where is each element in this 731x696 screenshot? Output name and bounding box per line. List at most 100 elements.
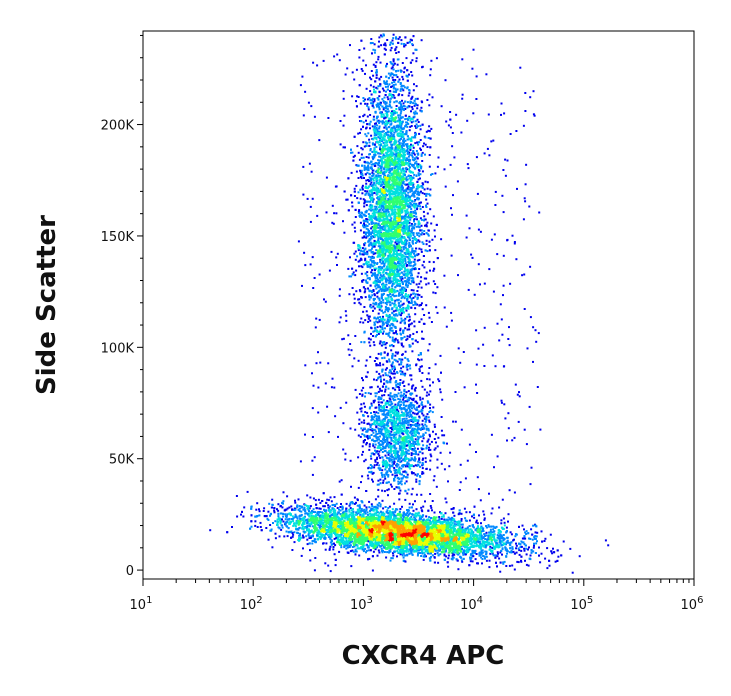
data-point (380, 288, 383, 291)
data-point (388, 103, 391, 106)
data-point (371, 196, 374, 199)
data-point (365, 87, 368, 90)
data-point (430, 127, 433, 130)
data-point (382, 330, 385, 333)
data-point (375, 370, 378, 373)
data-point (406, 122, 409, 125)
data-point (428, 260, 431, 263)
data-point (371, 294, 374, 297)
data-point (370, 70, 373, 72)
data-point (405, 188, 408, 191)
data-point (339, 120, 342, 122)
data-point (399, 151, 401, 154)
data-point (384, 258, 386, 261)
data-point (370, 181, 373, 184)
data-point (403, 137, 406, 140)
data-point (358, 49, 361, 51)
data-point (388, 126, 391, 128)
data-point (381, 233, 384, 236)
data-point (372, 106, 375, 109)
data-point (401, 121, 404, 124)
data-point (377, 286, 380, 289)
data-point (391, 336, 394, 339)
data-point (405, 57, 408, 60)
data-point (385, 120, 388, 123)
data-point (383, 96, 386, 99)
data-point (420, 286, 423, 289)
data-point (387, 85, 389, 88)
data-point (424, 153, 426, 156)
data-point (406, 168, 409, 171)
data-point (387, 296, 390, 299)
data-point (399, 198, 402, 201)
data-point (381, 151, 383, 154)
data-point (394, 337, 397, 340)
data-point (413, 112, 416, 115)
data-point (396, 227, 399, 230)
data-point (396, 88, 399, 91)
data-point (348, 293, 351, 296)
data-point (399, 119, 402, 122)
data-point (389, 236, 392, 239)
data-point (379, 265, 382, 268)
data-point (398, 291, 401, 294)
data-point (387, 220, 389, 223)
data-point (393, 370, 396, 373)
data-point (386, 110, 388, 113)
data-point (383, 265, 385, 268)
data-point (360, 177, 363, 180)
data-point (406, 147, 409, 150)
data-point (390, 217, 393, 220)
data-point (405, 338, 408, 341)
data-point (368, 176, 371, 179)
data-point (383, 223, 386, 226)
data-point (398, 146, 401, 149)
data-point (423, 322, 426, 325)
data-point (403, 236, 406, 239)
data-point (400, 337, 403, 340)
data-point (370, 256, 373, 259)
data-point (409, 176, 412, 178)
data-point (399, 172, 402, 175)
data-point (380, 161, 383, 164)
data-point (406, 220, 409, 223)
data-point (371, 155, 374, 158)
data-point (367, 169, 370, 172)
data-point (395, 70, 398, 73)
data-point (366, 225, 369, 227)
data-point (395, 185, 398, 188)
data-point (402, 231, 405, 234)
data-point (380, 205, 383, 208)
data-point (373, 307, 376, 310)
data-point (421, 151, 424, 154)
data-point (385, 238, 388, 241)
data-point (413, 258, 416, 261)
data-point (391, 302, 394, 305)
data-point (366, 235, 369, 238)
data-point (382, 113, 385, 116)
data-point (377, 364, 380, 367)
data-point (380, 171, 382, 174)
data-point (380, 243, 383, 246)
data-point (361, 211, 363, 214)
data-point (408, 243, 411, 246)
data-point (371, 97, 374, 100)
data-point (398, 219, 401, 222)
data-point (388, 278, 391, 281)
data-point (370, 160, 373, 163)
data-point (379, 329, 382, 332)
data-point (370, 244, 373, 247)
data-point (383, 207, 386, 210)
data-point (410, 293, 413, 296)
data-point (364, 185, 367, 188)
data-point (389, 176, 392, 179)
data-point (375, 287, 378, 290)
data-point (368, 298, 371, 301)
data-point (396, 151, 399, 154)
data-point (409, 239, 411, 241)
data-point (364, 102, 367, 105)
data-point (434, 283, 437, 285)
data-point (378, 146, 381, 149)
data-point (411, 136, 413, 139)
data-point (378, 40, 380, 43)
